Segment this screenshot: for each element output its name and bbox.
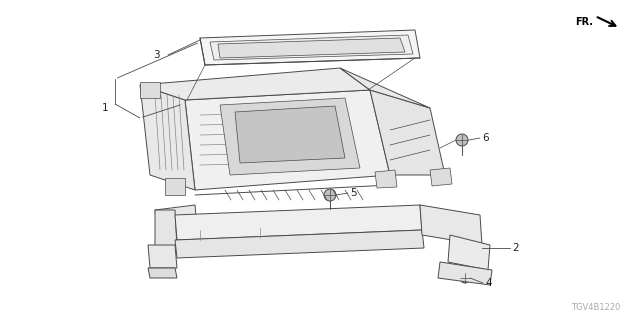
Text: TGV4B1220: TGV4B1220 [571,303,620,312]
Text: 4: 4 [485,278,492,288]
Polygon shape [185,90,390,190]
Text: 6: 6 [482,133,488,143]
Circle shape [460,273,470,283]
Polygon shape [430,168,452,186]
Text: FR.: FR. [575,17,593,27]
Polygon shape [200,30,420,65]
Polygon shape [210,35,413,60]
Polygon shape [218,38,405,58]
Polygon shape [140,68,370,100]
Polygon shape [140,85,195,190]
Polygon shape [175,230,424,258]
Polygon shape [438,262,492,285]
Polygon shape [175,205,422,240]
Polygon shape [375,170,397,188]
Polygon shape [155,205,198,243]
Circle shape [287,245,293,251]
Circle shape [456,134,468,146]
Polygon shape [148,268,177,278]
Text: 3: 3 [154,50,160,60]
Circle shape [464,268,472,276]
Circle shape [324,189,336,201]
Polygon shape [148,245,177,268]
Polygon shape [370,90,445,175]
Polygon shape [420,205,482,245]
Polygon shape [165,178,185,195]
Text: 5: 5 [350,188,356,198]
Polygon shape [220,98,360,175]
Text: 2: 2 [512,243,518,253]
Polygon shape [448,235,490,270]
Circle shape [160,253,170,263]
Polygon shape [155,210,177,248]
Polygon shape [235,106,345,163]
Text: 1: 1 [101,103,108,113]
Polygon shape [140,82,160,98]
Polygon shape [340,68,430,108]
